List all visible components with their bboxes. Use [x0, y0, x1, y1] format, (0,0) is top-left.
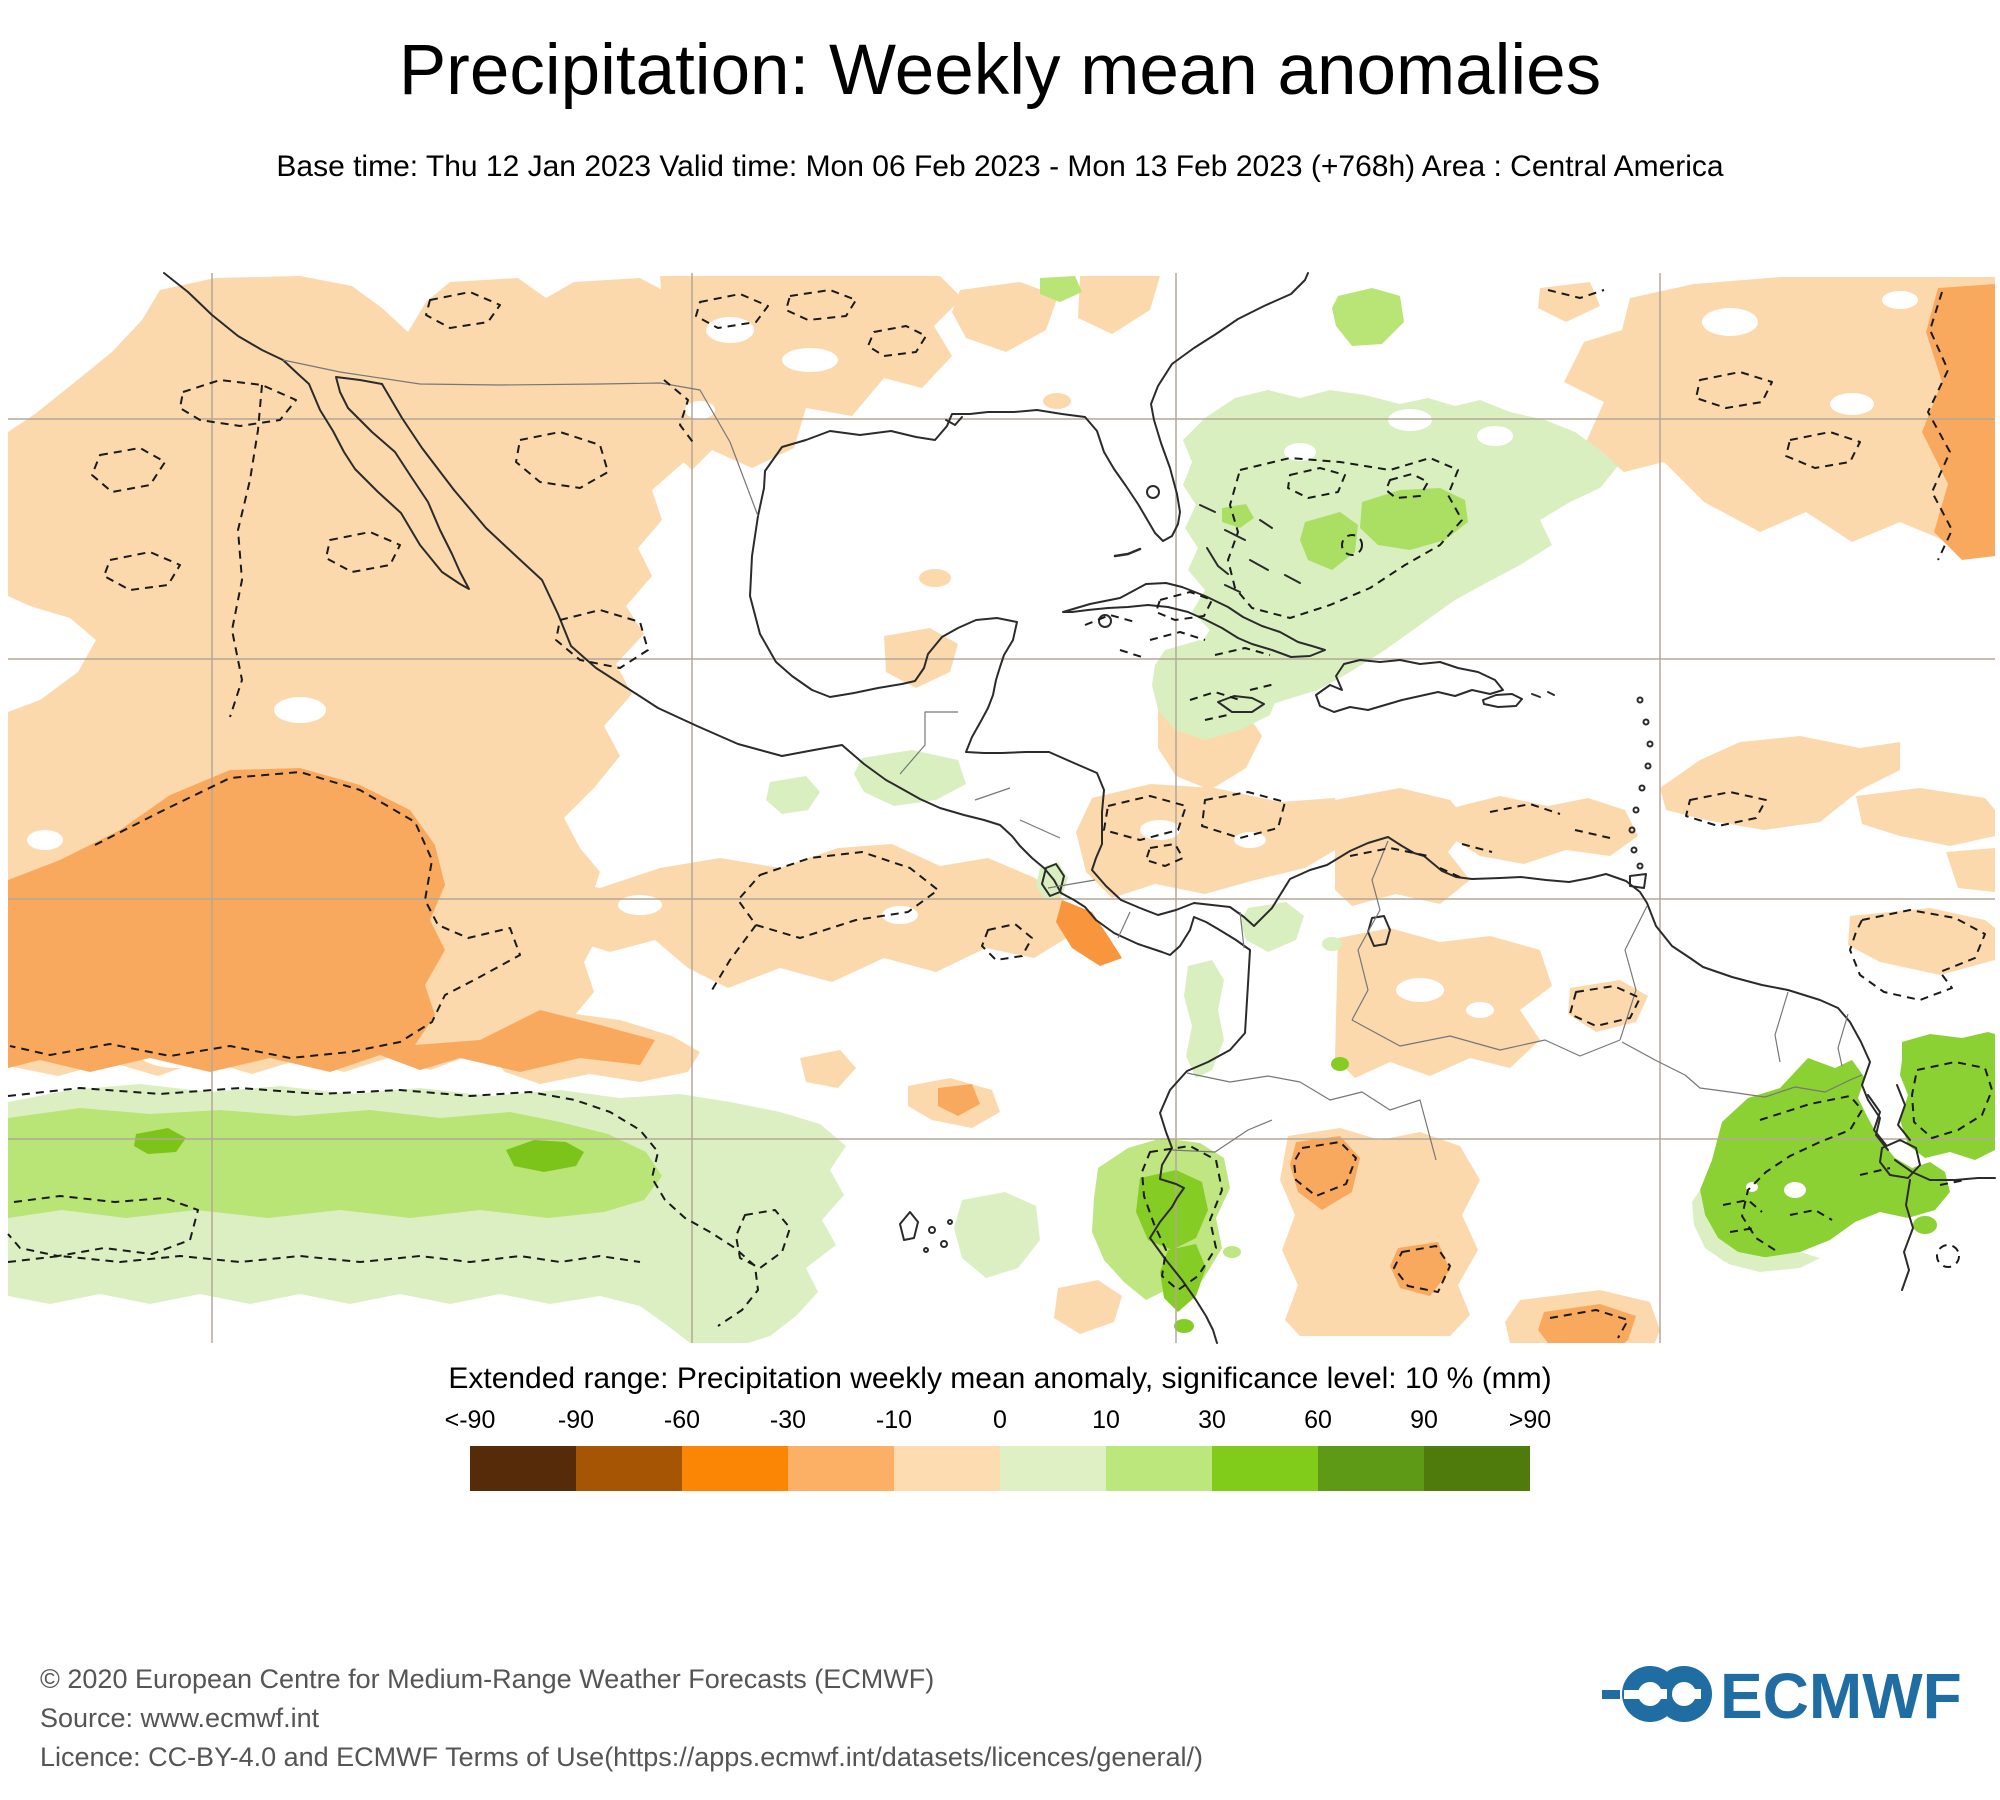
ecmwf-logo: ECMWF	[1598, 1656, 1968, 1741]
legend-tick-label: -30	[769, 1406, 807, 1434]
ecmwf-emblem	[1602, 1666, 1712, 1722]
map-significance-contours	[7, 289, 1993, 1339]
map-layer-wet-anomalies	[8, 276, 1995, 1343]
legend-tick-label: 30	[1198, 1406, 1226, 1434]
map-borders	[282, 359, 1863, 1161]
legend-color-cell	[682, 1446, 788, 1491]
map-coastlines	[163, 272, 1996, 1344]
legend-color-cell	[1424, 1446, 1530, 1491]
map-graticule	[8, 273, 1995, 1343]
footer: © 2020 European Centre for Medium-Range …	[40, 1660, 1203, 1777]
map-layer-dry-anomalies	[8, 276, 1995, 1343]
legend-title: Extended range: Precipitation weekly mea…	[448, 1362, 1552, 1395]
legend-tick-label: -60	[663, 1406, 701, 1434]
legend-color-cell	[576, 1446, 682, 1491]
legend-color-cell	[894, 1446, 1000, 1491]
page-title: Precipitation: Weekly mean anomalies	[398, 31, 1602, 110]
legend-color-cell	[1000, 1446, 1106, 1491]
legend-tick-label: <-90	[444, 1406, 496, 1434]
legend-colorbar	[470, 1446, 1530, 1491]
legend-tick-label: -10	[875, 1406, 913, 1434]
legend-color-cell	[470, 1446, 576, 1491]
legend-tick-labels: <-90 -90 -60 -30 -10 0 10 30 60 90 >90	[445, 1406, 1552, 1434]
legend-tick-label: 0	[993, 1406, 1007, 1434]
legend-tick-label: >90	[1508, 1406, 1552, 1434]
footer-copyright: © 2020 European Centre for Medium-Range …	[40, 1664, 935, 1694]
legend-tick-label: 60	[1304, 1406, 1332, 1434]
legend-tick-label: 90	[1410, 1406, 1438, 1434]
legend-color-cell	[1106, 1446, 1212, 1491]
footer-licence: Licence: CC-BY-4.0 and ECMWF Terms of Us…	[40, 1742, 1203, 1772]
legend-color-cell	[1212, 1446, 1318, 1491]
chart-subtitle: Base time: Thu 12 Jan 2023 Valid time: M…	[276, 150, 1724, 183]
legend-color-cell	[1318, 1446, 1424, 1491]
legend-tick-label: -90	[557, 1406, 595, 1434]
footer-source: Source: www.ecmwf.int	[40, 1703, 320, 1733]
ecmwf-logo-text: ECMWF	[1720, 1660, 1962, 1732]
legend-color-cell	[788, 1446, 894, 1491]
legend-tick-label: 10	[1092, 1406, 1120, 1434]
